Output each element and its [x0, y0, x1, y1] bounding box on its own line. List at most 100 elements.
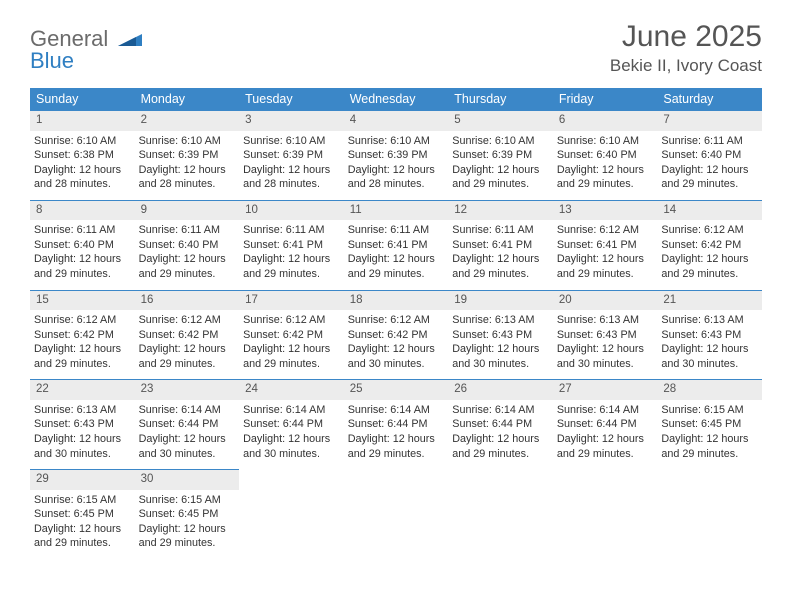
- day-body: Sunrise: 6:11 AMSunset: 6:40 PMDaylight:…: [657, 134, 762, 192]
- day-number: 7: [657, 111, 762, 131]
- day-body: Sunrise: 6:10 AMSunset: 6:39 PMDaylight:…: [344, 134, 449, 192]
- sunrise-line: Sunrise: 6:14 AM: [348, 403, 445, 418]
- daylight-line1: Daylight: 12 hours: [139, 252, 236, 267]
- daylight-line1: Daylight: 12 hours: [661, 342, 758, 357]
- sunrise-line: Sunrise: 6:11 AM: [661, 134, 758, 149]
- sunset-line: Sunset: 6:44 PM: [348, 417, 445, 432]
- calendar-table: Sunday Monday Tuesday Wednesday Thursday…: [30, 88, 762, 559]
- sunset-line: Sunset: 6:44 PM: [557, 417, 654, 432]
- sunrise-line: Sunrise: 6:12 AM: [348, 313, 445, 328]
- sunset-line: Sunset: 6:41 PM: [348, 238, 445, 253]
- daylight-line1: Daylight: 12 hours: [557, 252, 654, 267]
- daylight-line2: and 29 minutes.: [557, 177, 654, 192]
- day-cell: 23Sunrise: 6:14 AMSunset: 6:44 PMDayligh…: [135, 380, 240, 470]
- dayname-wed: Wednesday: [344, 88, 449, 111]
- daylight-line2: and 29 minutes.: [557, 447, 654, 462]
- sunrise-line: Sunrise: 6:15 AM: [34, 493, 131, 508]
- daylight-line1: Daylight: 12 hours: [34, 432, 131, 447]
- sunset-line: Sunset: 6:45 PM: [661, 417, 758, 432]
- day-number: 4: [344, 111, 449, 131]
- daylight-line2: and 30 minutes.: [557, 357, 654, 372]
- sunset-line: Sunset: 6:41 PM: [452, 238, 549, 253]
- day-body: Sunrise: 6:11 AMSunset: 6:40 PMDaylight:…: [135, 223, 240, 281]
- sunrise-line: Sunrise: 6:10 AM: [34, 134, 131, 149]
- dayname-row: Sunday Monday Tuesday Wednesday Thursday…: [30, 88, 762, 111]
- sunset-line: Sunset: 6:43 PM: [557, 328, 654, 343]
- daylight-line1: Daylight: 12 hours: [243, 342, 340, 357]
- daylight-line1: Daylight: 12 hours: [661, 163, 758, 178]
- daylight-line2: and 29 minutes.: [139, 536, 236, 551]
- sunrise-line: Sunrise: 6:11 AM: [139, 223, 236, 238]
- sunrise-line: Sunrise: 6:10 AM: [243, 134, 340, 149]
- day-number: 21: [657, 291, 762, 311]
- daylight-line2: and 29 minutes.: [348, 447, 445, 462]
- day-body: Sunrise: 6:15 AMSunset: 6:45 PMDaylight:…: [657, 403, 762, 461]
- day-body: Sunrise: 6:12 AMSunset: 6:42 PMDaylight:…: [657, 223, 762, 281]
- day-body: Sunrise: 6:13 AMSunset: 6:43 PMDaylight:…: [553, 313, 658, 371]
- day-number: 3: [239, 111, 344, 131]
- day-body: Sunrise: 6:14 AMSunset: 6:44 PMDaylight:…: [239, 403, 344, 461]
- day-cell: 2 Sunrise: 6:10 AMSunset: 6:39 PMDaylight…: [135, 111, 240, 201]
- daylight-line2: and 30 minutes.: [34, 447, 131, 462]
- day-number: 30: [135, 470, 240, 490]
- day-number: 2: [135, 111, 240, 131]
- day-cell: 15Sunrise: 6:12 AMSunset: 6:42 PMDayligh…: [30, 290, 135, 380]
- sunset-line: Sunset: 6:42 PM: [661, 238, 758, 253]
- sunset-line: Sunset: 6:40 PM: [34, 238, 131, 253]
- day-number: 5: [448, 111, 553, 131]
- daylight-line2: and 30 minutes.: [139, 447, 236, 462]
- week-row: 15Sunrise: 6:12 AMSunset: 6:42 PMDayligh…: [30, 290, 762, 380]
- day-body: Sunrise: 6:13 AMSunset: 6:43 PMDaylight:…: [30, 403, 135, 461]
- daylight-line2: and 29 minutes.: [34, 357, 131, 372]
- day-cell: 14Sunrise: 6:12 AMSunset: 6:42 PMDayligh…: [657, 200, 762, 290]
- day-cell: [657, 470, 762, 559]
- week-row: 1Sunrise: 6:10 AMSunset: 6:38 PMDaylight…: [30, 111, 762, 201]
- location-subtitle: Bekie II, Ivory Coast: [610, 56, 762, 76]
- day-number: 10: [239, 201, 344, 221]
- daylight-line1: Daylight: 12 hours: [139, 163, 236, 178]
- sunset-line: Sunset: 6:43 PM: [452, 328, 549, 343]
- sunrise-line: Sunrise: 6:14 AM: [557, 403, 654, 418]
- day-number: 6: [553, 111, 658, 131]
- daylight-line2: and 29 minutes.: [661, 447, 758, 462]
- daylight-line2: and 29 minutes.: [557, 267, 654, 282]
- sunset-line: Sunset: 6:45 PM: [34, 507, 131, 522]
- daylight-line2: and 29 minutes.: [452, 267, 549, 282]
- logo-text: General Blue: [30, 28, 142, 72]
- day-cell: 11Sunrise: 6:11 AMSunset: 6:41 PMDayligh…: [344, 200, 449, 290]
- day-body: Sunrise: 6:11 AMSunset: 6:41 PMDaylight:…: [239, 223, 344, 281]
- dayname-thu: Thursday: [448, 88, 553, 111]
- daylight-line2: and 28 minutes.: [139, 177, 236, 192]
- day-cell: [553, 470, 658, 559]
- day-cell: 9Sunrise: 6:11 AMSunset: 6:40 PMDaylight…: [135, 200, 240, 290]
- sunset-line: Sunset: 6:42 PM: [348, 328, 445, 343]
- sunset-line: Sunset: 6:39 PM: [452, 148, 549, 163]
- day-cell: 21Sunrise: 6:13 AMSunset: 6:43 PMDayligh…: [657, 290, 762, 380]
- daylight-line1: Daylight: 12 hours: [243, 432, 340, 447]
- day-cell: 27Sunrise: 6:14 AMSunset: 6:44 PMDayligh…: [553, 380, 658, 470]
- day-cell: 29Sunrise: 6:15 AMSunset: 6:45 PMDayligh…: [30, 470, 135, 559]
- day-number: 17: [239, 291, 344, 311]
- sunrise-line: Sunrise: 6:13 AM: [557, 313, 654, 328]
- day-body: Sunrise: 6:10 AMSunset: 6:40 PMDaylight:…: [553, 134, 658, 192]
- daylight-line1: Daylight: 12 hours: [348, 163, 445, 178]
- week-row: 22Sunrise: 6:13 AMSunset: 6:43 PMDayligh…: [30, 380, 762, 470]
- day-body: Sunrise: 6:15 AMSunset: 6:45 PMDaylight:…: [30, 493, 135, 551]
- day-body: Sunrise: 6:13 AMSunset: 6:43 PMDaylight:…: [448, 313, 553, 371]
- sunrise-line: Sunrise: 6:10 AM: [452, 134, 549, 149]
- sunrise-line: Sunrise: 6:12 AM: [139, 313, 236, 328]
- sunrise-line: Sunrise: 6:11 AM: [452, 223, 549, 238]
- day-cell: 30 Sunrise: 6:15 AMSunset: 6:45 PMDayligh…: [135, 470, 240, 559]
- day-body: Sunrise: 6:12 AMSunset: 6:42 PMDaylight:…: [239, 313, 344, 371]
- daylight-line1: Daylight: 12 hours: [348, 252, 445, 267]
- daylight-line2: and 29 minutes.: [34, 536, 131, 551]
- daylight-line2: and 29 minutes.: [452, 447, 549, 462]
- day-number: 23: [135, 380, 240, 400]
- daylight-line1: Daylight: 12 hours: [34, 342, 131, 357]
- day-number: 9: [135, 201, 240, 221]
- day-body: Sunrise: 6:11 AMSunset: 6:40 PMDaylight:…: [30, 223, 135, 281]
- day-body: Sunrise: 6:10 AMSunset: 6:39 PMDaylight:…: [135, 134, 240, 192]
- day-cell: 1Sunrise: 6:10 AMSunset: 6:38 PMDaylight…: [30, 111, 135, 201]
- daylight-line1: Daylight: 12 hours: [139, 432, 236, 447]
- day-body: Sunrise: 6:15 AMSunset: 6:45 PMDaylight:…: [135, 493, 240, 551]
